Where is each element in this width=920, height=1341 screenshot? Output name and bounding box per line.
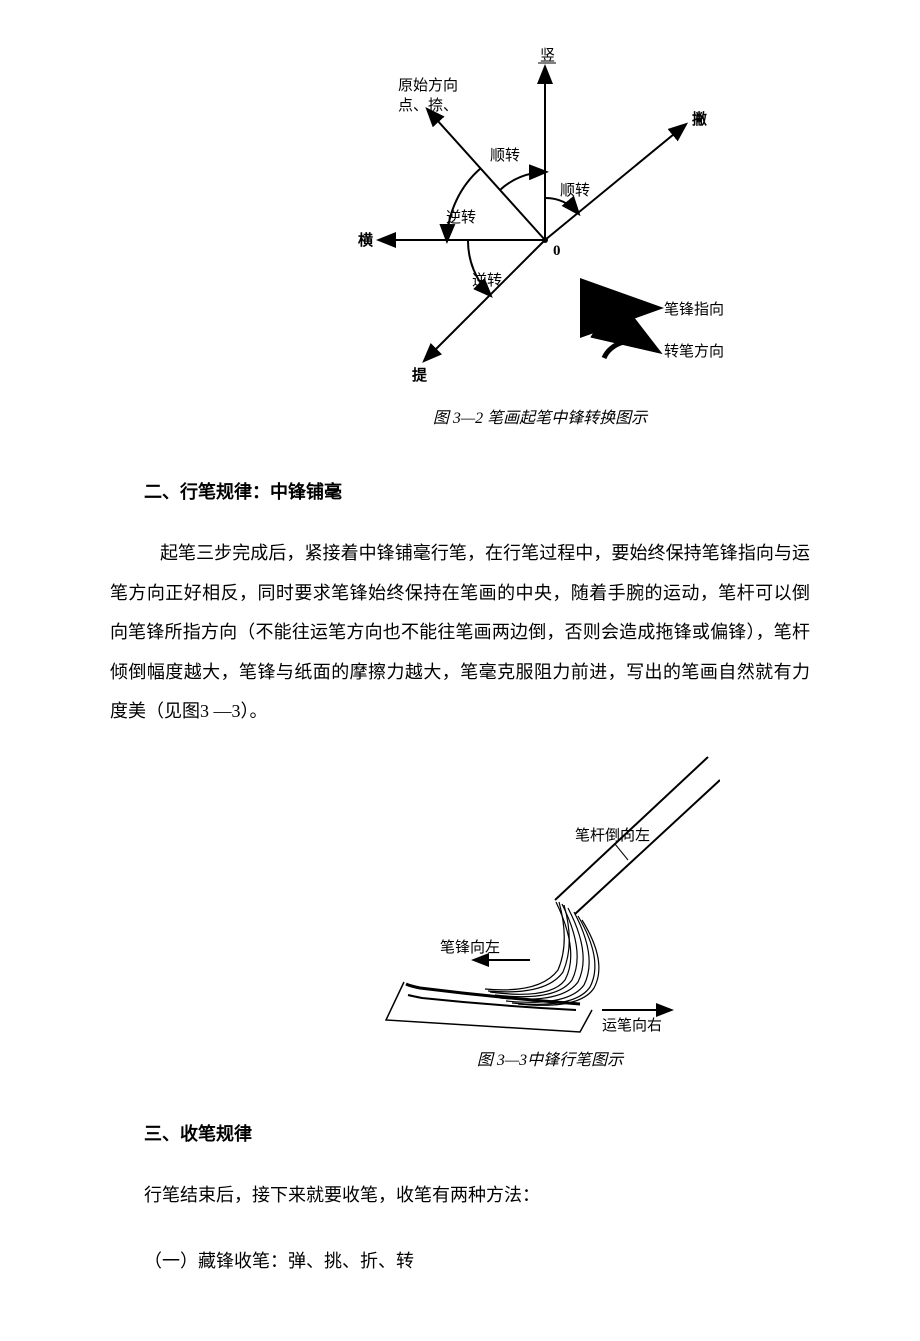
label-ni1: 逆转 xyxy=(446,209,476,226)
section-3-heading: 三、收笔规律 xyxy=(110,1120,810,1146)
label-shun1: 顺转 xyxy=(490,147,520,164)
figure-3-3-caption: 图 3—3中锋行笔图示 xyxy=(290,1046,810,1070)
section-2-heading: 二、行笔规律：中锋铺毫 xyxy=(110,478,810,504)
section-3-para-1: 行笔结束后，接下来就要收笔，收笔有两种方法： xyxy=(110,1176,810,1216)
label-ul-1: 原始方向 xyxy=(398,77,458,94)
section-3-para-2: （一）藏锋收笔：弹、挑、折、转 xyxy=(110,1242,810,1282)
label-ur: 撇 xyxy=(692,110,707,128)
figure-3-3: 笔杆倒向左 笔锋向左 运笔向右 图 3—3中锋行笔图示 xyxy=(290,752,810,1070)
label-shun2: 顺转 xyxy=(560,182,590,199)
label-ul-2: 点、捺、 xyxy=(398,97,458,114)
figure-3-2-caption: 图 3—2 笔画起笔中锋转换图示 xyxy=(270,404,810,428)
figure-3-2: 竖 原始方向 点、捺、 撇 横 提 0 顺转 顺转 逆转 逆转 笔锋指向 转笔方… xyxy=(270,40,810,428)
brush-tilt-diagram: 笔杆倒向左 笔锋向左 运笔向右 xyxy=(380,752,720,1042)
label-origin: 0 xyxy=(553,243,561,259)
label-tip-dir: 笔锋向左 xyxy=(440,939,500,956)
stroke-direction-diagram: 竖 原始方向 点、捺、 撇 横 提 0 顺转 顺转 逆转 逆转 笔锋指向 转笔方… xyxy=(350,40,730,400)
section-2-paragraph: 起笔三步完成后，紧接着中锋铺毫行笔，在行笔过程中，要始终保持笔锋指向与运笔方向正… xyxy=(110,534,810,732)
label-ni2: 逆转 xyxy=(472,272,502,289)
legend-curve-label: 转笔方向 xyxy=(664,343,724,360)
label-left: 横 xyxy=(358,231,374,249)
label-move-dir: 运笔向右 xyxy=(602,1017,662,1034)
label-ll: 提 xyxy=(412,367,428,384)
label-pen-tilt: 笔杆倒向左 xyxy=(575,827,650,844)
label-top: 竖 xyxy=(540,47,555,64)
legend-arrow-label: 笔锋指向 xyxy=(664,301,724,318)
